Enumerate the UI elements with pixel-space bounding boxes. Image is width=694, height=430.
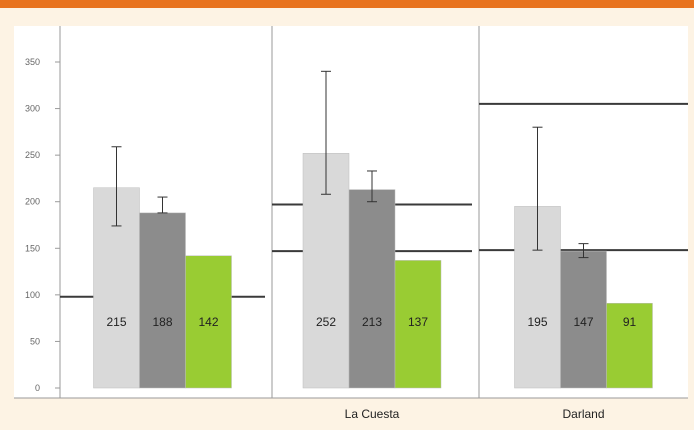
bar xyxy=(139,212,186,389)
y-tick-label: 300 xyxy=(25,104,40,114)
panel-label: La Cuesta xyxy=(345,407,400,421)
y-tick-label: 0 xyxy=(35,383,40,393)
top-accent-bar xyxy=(0,0,694,8)
bar xyxy=(394,260,442,389)
panels: 215 188 142 252 213 137 La Cuesta 195 147 91 Darla… xyxy=(59,26,688,421)
bar-value-label: 213 xyxy=(362,315,382,329)
bar-value-label: 137 xyxy=(408,315,428,329)
y-tick-label: 100 xyxy=(25,290,40,300)
bar-value-label: 142 xyxy=(198,315,218,329)
panel: 252 213 137 La Cuesta xyxy=(271,26,472,421)
panel: 195 147 91 Darland xyxy=(478,26,688,421)
bar-value-label: 252 xyxy=(316,315,336,329)
bar-value-label: 188 xyxy=(152,315,172,329)
bar-value-label: 215 xyxy=(106,315,126,329)
y-tick-label: 150 xyxy=(25,243,40,253)
bar xyxy=(606,302,653,389)
y-tick-label: 200 xyxy=(25,197,40,207)
bar xyxy=(185,255,232,389)
bar-value-label: 195 xyxy=(527,315,547,329)
bar-value-label: 147 xyxy=(573,315,593,329)
panel-label: Darland xyxy=(562,407,604,421)
y-tick-label: 50 xyxy=(30,336,40,346)
panel: 215 188 142 xyxy=(59,26,265,398)
y-tick-label: 350 xyxy=(25,57,40,67)
y-tick-label: 250 xyxy=(25,150,40,160)
bar-value-label: 91 xyxy=(623,315,637,329)
bar xyxy=(348,189,396,389)
bar xyxy=(560,250,607,389)
